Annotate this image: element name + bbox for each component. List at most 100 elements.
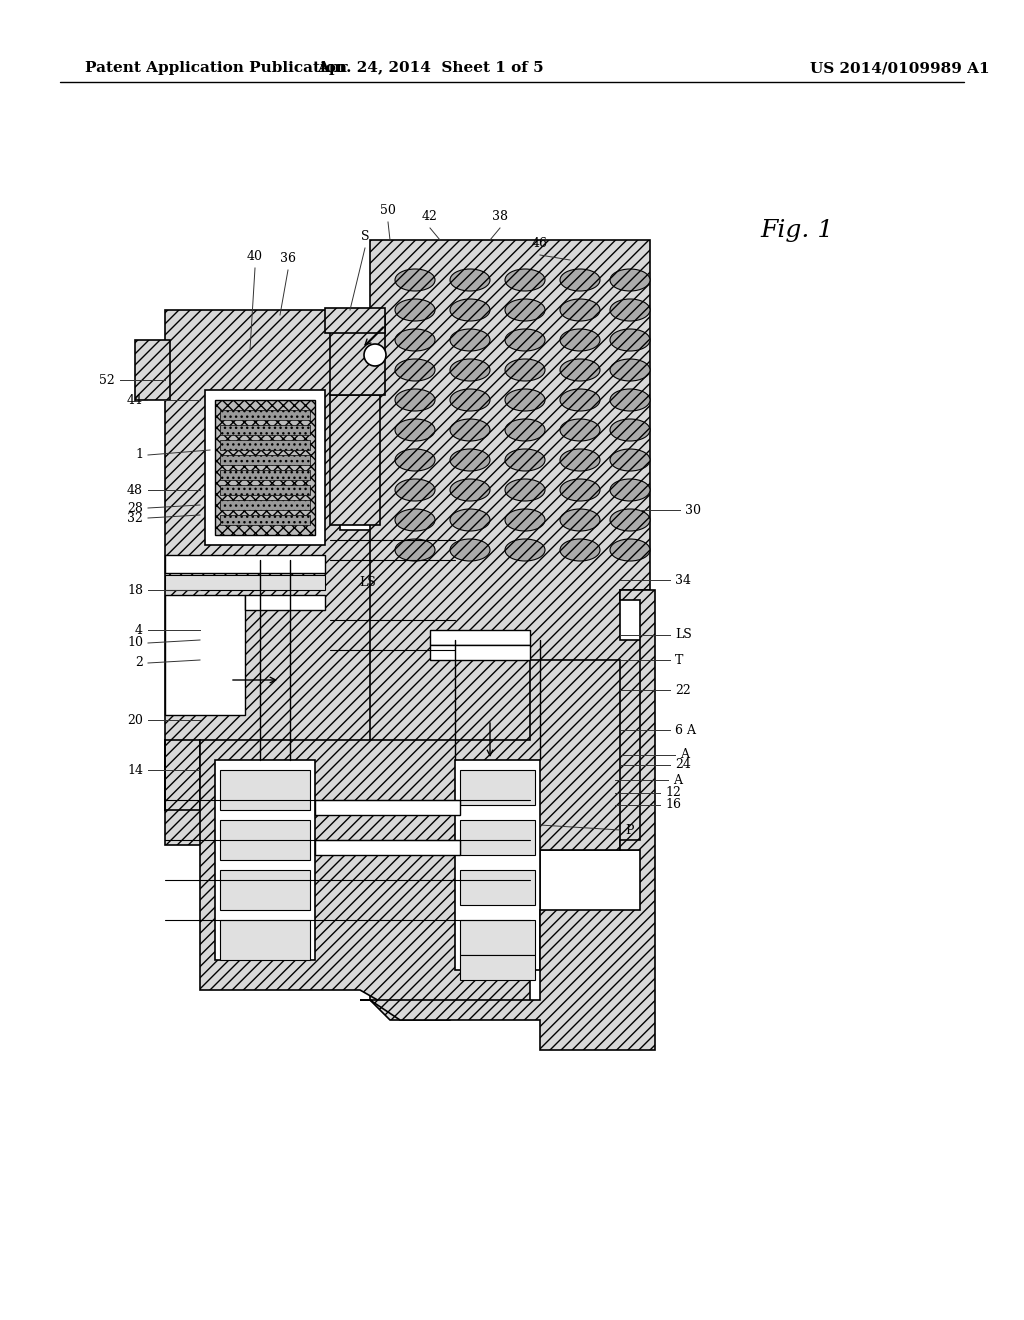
Polygon shape: [370, 240, 650, 1020]
Ellipse shape: [610, 329, 650, 351]
Ellipse shape: [395, 329, 435, 351]
Text: 22: 22: [675, 684, 691, 697]
Bar: [325, 308, 385, 333]
Ellipse shape: [450, 479, 490, 502]
Text: T: T: [675, 653, 683, 667]
Ellipse shape: [560, 300, 600, 321]
Bar: [220, 870, 310, 909]
Ellipse shape: [560, 329, 600, 351]
Text: 18: 18: [127, 583, 143, 597]
Text: 16: 16: [665, 799, 681, 812]
Ellipse shape: [560, 539, 600, 561]
Text: LS: LS: [675, 628, 692, 642]
Ellipse shape: [610, 300, 650, 321]
Ellipse shape: [450, 269, 490, 290]
Text: 28: 28: [127, 502, 143, 515]
Bar: [330, 395, 380, 525]
Text: 40: 40: [247, 249, 263, 263]
Text: 10: 10: [127, 636, 143, 649]
Bar: [220, 470, 310, 480]
Bar: [460, 954, 535, 979]
Ellipse shape: [395, 449, 435, 471]
Bar: [430, 630, 530, 645]
Bar: [245, 595, 325, 610]
Ellipse shape: [395, 510, 435, 531]
Text: S: S: [360, 230, 370, 243]
Bar: [455, 760, 540, 970]
Ellipse shape: [450, 418, 490, 441]
Bar: [220, 425, 310, 436]
Text: US 2014/0109989 A1: US 2014/0109989 A1: [810, 61, 990, 75]
Bar: [460, 770, 535, 805]
Ellipse shape: [450, 389, 490, 411]
Bar: [220, 515, 310, 525]
Bar: [215, 760, 315, 960]
Bar: [215, 400, 315, 535]
Bar: [460, 870, 535, 906]
Ellipse shape: [505, 539, 545, 561]
Ellipse shape: [364, 345, 386, 366]
Ellipse shape: [610, 389, 650, 411]
Ellipse shape: [395, 359, 435, 381]
Bar: [330, 315, 385, 395]
Ellipse shape: [505, 418, 545, 441]
Ellipse shape: [395, 269, 435, 290]
Text: Patent Application Publication: Patent Application Publication: [85, 61, 347, 75]
Ellipse shape: [610, 359, 650, 381]
Text: 34: 34: [675, 573, 691, 586]
Bar: [165, 576, 325, 590]
Text: 24: 24: [675, 759, 691, 771]
Text: 42: 42: [422, 210, 438, 223]
Bar: [315, 800, 460, 814]
Bar: [220, 440, 310, 450]
Text: 52: 52: [99, 374, 115, 387]
Ellipse shape: [505, 269, 545, 290]
Bar: [220, 411, 310, 420]
Bar: [220, 820, 310, 861]
Bar: [220, 920, 310, 960]
Ellipse shape: [610, 539, 650, 561]
Text: 2: 2: [135, 656, 143, 669]
Bar: [220, 770, 310, 810]
Text: 36: 36: [280, 252, 296, 265]
Ellipse shape: [395, 418, 435, 441]
Bar: [460, 920, 535, 954]
Ellipse shape: [450, 359, 490, 381]
Ellipse shape: [560, 269, 600, 290]
Polygon shape: [165, 310, 380, 845]
Ellipse shape: [450, 449, 490, 471]
Text: 4: 4: [135, 623, 143, 636]
Bar: [460, 820, 535, 855]
Ellipse shape: [395, 389, 435, 411]
Bar: [165, 595, 245, 715]
Bar: [165, 554, 325, 573]
Bar: [135, 341, 170, 400]
Text: 1: 1: [135, 449, 143, 462]
Ellipse shape: [395, 479, 435, 502]
Polygon shape: [360, 590, 655, 1049]
Bar: [220, 500, 310, 510]
Ellipse shape: [450, 510, 490, 531]
Ellipse shape: [610, 449, 650, 471]
Ellipse shape: [560, 510, 600, 531]
Text: 44: 44: [127, 393, 143, 407]
Text: LS: LS: [359, 577, 377, 590]
Text: Fig. 1: Fig. 1: [760, 219, 834, 242]
Ellipse shape: [560, 418, 600, 441]
Ellipse shape: [505, 329, 545, 351]
Text: 14: 14: [127, 763, 143, 776]
Ellipse shape: [560, 479, 600, 502]
Text: 38: 38: [492, 210, 508, 223]
Text: 32: 32: [127, 511, 143, 524]
Ellipse shape: [610, 510, 650, 531]
Text: A: A: [680, 748, 689, 762]
Ellipse shape: [505, 510, 545, 531]
Text: 20: 20: [127, 714, 143, 726]
Bar: [205, 389, 325, 545]
Ellipse shape: [610, 418, 650, 441]
Ellipse shape: [560, 449, 600, 471]
Bar: [220, 484, 310, 495]
Ellipse shape: [505, 359, 545, 381]
Ellipse shape: [505, 389, 545, 411]
Text: 12: 12: [665, 787, 681, 800]
